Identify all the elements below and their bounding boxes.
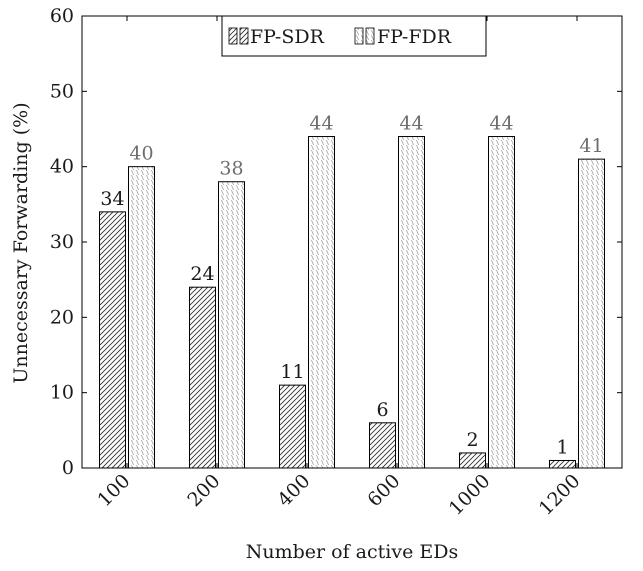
data-label-fp-sdr: 34 [100,188,124,210]
data-label-fp-sdr: 24 [190,263,214,285]
legend: FP-SDR FP-FDR [221,15,487,57]
x-tick-label: 100 [93,470,134,511]
legend-label-fp-sdr: FP-SDR [250,26,325,48]
bar-fp-sdr [189,286,216,469]
bar-fp-fdr [308,136,335,469]
y-tick-label: 40 [50,156,74,178]
y-tick-label: 50 [50,80,74,102]
x-tick-label: 1200 [535,470,585,520]
x-tick-label: 200 [183,470,224,511]
y-tick-label: 0 [62,457,74,479]
y-tick-label: 60 [50,5,74,27]
data-label-fp-fdr: 44 [489,113,513,135]
bar-fp-sdr [549,459,576,469]
bar-fp-sdr [279,384,306,469]
plot-area: 0 10 20 30 40 50 60 100 34 40 200 24 38 400 11 44 600 6 44… [50,5,623,520]
legend-swatch-fp-fdr-2 [365,27,375,45]
data-label-fp-fdr: 40 [129,143,153,165]
legend-swatch-fp-sdr [228,27,238,45]
data-label-fp-fdr: 38 [219,158,243,180]
data-label-fp-sdr: 2 [466,429,478,451]
bar-fp-sdr [459,452,486,469]
data-label-fp-sdr: 6 [376,399,388,421]
legend-swatch-fp-sdr-2 [239,27,249,45]
x-tick-label: 600 [363,470,404,511]
data-label-fp-sdr: 1 [556,436,568,458]
y-axis-title: Unnecessary Forwarding (%) [10,102,32,383]
bar-fp-fdr [398,136,425,469]
plot-frame [81,15,623,469]
y-tick-label: 10 [50,382,74,404]
legend-box [221,15,487,57]
bar-fp-fdr [578,158,605,469]
bar-fp-fdr [128,166,155,469]
data-label-fp-sdr: 11 [280,361,304,383]
x-axis-title: Number of active EDs [246,541,458,563]
bar-fp-sdr [369,422,396,469]
bar-fp-sdr [99,211,126,469]
legend-label-fp-fdr: FP-FDR [377,26,452,48]
data-label-fp-fdr: 41 [579,135,603,157]
x-tick-label: 400 [273,470,314,511]
bar-fp-fdr [488,136,515,469]
data-label-fp-fdr: 44 [309,113,333,135]
y-tick-label: 20 [50,306,74,328]
y-tick-label: 30 [50,231,74,253]
data-label-fp-fdr: 44 [399,113,423,135]
bar-fp-fdr [218,181,245,469]
x-tick-label: 1000 [445,470,495,520]
legend-swatch-fp-fdr [354,27,364,45]
